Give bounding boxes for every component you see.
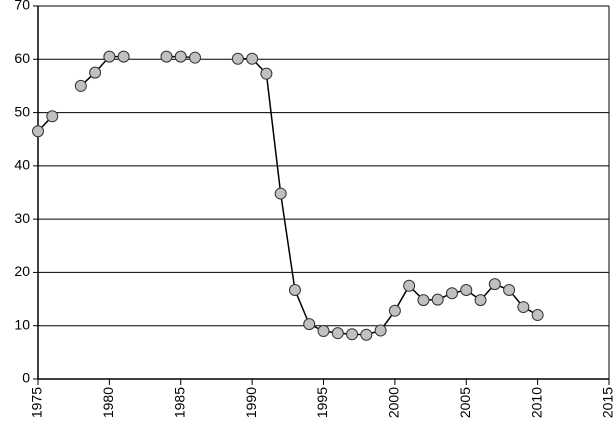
y-tick-label: 20 bbox=[14, 263, 30, 279]
x-tick-label: 1995 bbox=[314, 387, 330, 418]
point bbox=[474, 294, 487, 307]
point bbox=[388, 304, 401, 317]
point bbox=[317, 325, 330, 338]
point bbox=[503, 284, 516, 297]
y-tick-label: 40 bbox=[14, 157, 30, 173]
y-tick-label: 70 bbox=[14, 0, 30, 13]
y-tick-label: 30 bbox=[14, 210, 30, 226]
y-tick-label: 60 bbox=[14, 50, 30, 66]
point bbox=[360, 328, 373, 341]
point bbox=[517, 301, 530, 314]
y-tick-label: 0 bbox=[22, 370, 30, 386]
y-tick-label: 50 bbox=[14, 103, 30, 119]
line bbox=[37, 55, 538, 336]
point bbox=[174, 50, 187, 63]
point bbox=[374, 324, 387, 337]
point bbox=[431, 293, 444, 306]
point bbox=[103, 50, 116, 63]
y-tick-label: 10 bbox=[14, 316, 30, 332]
point bbox=[346, 328, 359, 341]
x-tick-label: 1985 bbox=[171, 387, 187, 418]
point bbox=[331, 327, 344, 340]
point bbox=[274, 187, 287, 200]
x-tick-label: 2000 bbox=[386, 387, 402, 418]
point bbox=[160, 50, 173, 63]
point bbox=[288, 284, 301, 297]
point bbox=[74, 79, 87, 92]
point bbox=[231, 52, 244, 65]
point bbox=[403, 279, 416, 292]
x-tick-label: 1975 bbox=[29, 387, 45, 418]
point bbox=[246, 52, 259, 65]
point bbox=[189, 51, 202, 64]
point bbox=[32, 125, 44, 138]
x-tick-label: 2015 bbox=[600, 387, 615, 418]
x-tick-label: 1980 bbox=[100, 387, 116, 418]
point bbox=[46, 110, 59, 123]
point bbox=[488, 278, 501, 291]
x-tick-label: 1990 bbox=[243, 387, 259, 418]
x-tick-label: 2010 bbox=[528, 387, 544, 418]
point bbox=[260, 67, 273, 80]
point bbox=[303, 318, 316, 331]
point bbox=[460, 284, 473, 297]
point bbox=[417, 294, 430, 307]
point bbox=[531, 309, 544, 322]
point bbox=[89, 66, 102, 79]
point bbox=[117, 50, 130, 63]
x-tick-label: 2005 bbox=[457, 387, 473, 418]
point bbox=[445, 287, 458, 300]
